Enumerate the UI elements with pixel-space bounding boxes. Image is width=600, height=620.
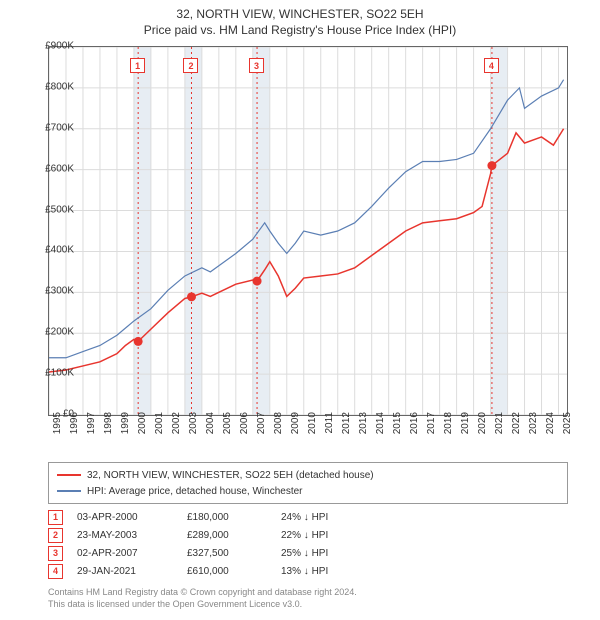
x-tick-label: 2016 — [409, 412, 420, 452]
event-diff: 24% ↓ HPI — [281, 512, 371, 523]
x-tick-label: 2010 — [307, 412, 318, 452]
x-tick-label: 2013 — [358, 412, 369, 452]
x-tick-label: 2005 — [222, 412, 233, 452]
event-row: 2 23-MAY-2003 £289,000 22% ↓ HPI — [48, 526, 568, 544]
y-tick-label: £100K — [30, 368, 74, 379]
x-tick-label: 2012 — [341, 412, 352, 452]
legend-swatch — [57, 490, 81, 492]
event-row: 4 29-JAN-2021 £610,000 13% ↓ HPI — [48, 562, 568, 580]
event-price: £289,000 — [187, 530, 267, 541]
x-tick-label: 2007 — [256, 412, 267, 452]
event-price: £180,000 — [187, 512, 267, 523]
y-tick-label: £600K — [30, 163, 74, 174]
footer-line: Contains HM Land Registry data © Crown c… — [48, 586, 568, 598]
event-row: 3 02-APR-2007 £327,500 25% ↓ HPI — [48, 544, 568, 562]
chart-svg — [49, 47, 567, 415]
y-tick-label: £900K — [30, 41, 74, 52]
event-marker: 4 — [48, 564, 63, 579]
title-address: 32, NORTH VIEW, WINCHESTER, SO22 5EH — [0, 6, 600, 22]
chart-area — [48, 46, 568, 416]
footer: Contains HM Land Registry data © Crown c… — [48, 586, 568, 610]
legend-label: 32, NORTH VIEW, WINCHESTER, SO22 5EH (de… — [87, 470, 374, 481]
x-tick-label: 2000 — [137, 412, 148, 452]
chart-marker-label: 3 — [249, 58, 264, 73]
event-date: 03-APR-2000 — [77, 512, 173, 523]
x-tick-label: 2008 — [273, 412, 284, 452]
x-tick-label: 1995 — [52, 412, 63, 452]
y-tick-label: £300K — [30, 286, 74, 297]
chart-marker-label: 4 — [484, 58, 499, 73]
legend-item: 32, NORTH VIEW, WINCHESTER, SO22 5EH (de… — [57, 467, 559, 483]
chart-marker-label: 2 — [183, 58, 198, 73]
x-tick-label: 2025 — [562, 412, 573, 452]
x-tick-label: 1997 — [86, 412, 97, 452]
x-tick-label: 2022 — [511, 412, 522, 452]
y-tick-label: £400K — [30, 245, 74, 256]
x-tick-label: 2006 — [239, 412, 250, 452]
x-tick-label: 2002 — [171, 412, 182, 452]
x-tick-label: 2009 — [290, 412, 301, 452]
event-price: £610,000 — [187, 566, 267, 577]
x-tick-label: 2004 — [205, 412, 216, 452]
legend-swatch — [57, 474, 81, 476]
events-table: 1 03-APR-2000 £180,000 24% ↓ HPI 2 23-MAY-200… — [48, 508, 568, 580]
x-tick-label: 2021 — [494, 412, 505, 452]
event-diff: 22% ↓ HPI — [281, 530, 371, 541]
event-marker: 2 — [48, 528, 63, 543]
x-tick-label: 2014 — [375, 412, 386, 452]
titles: 32, NORTH VIEW, WINCHESTER, SO22 5EH Pri… — [0, 0, 600, 38]
footer-line: This data is licensed under the Open Gov… — [48, 598, 568, 610]
x-tick-label: 2024 — [545, 412, 556, 452]
page: 32, NORTH VIEW, WINCHESTER, SO22 5EH Pri… — [0, 0, 600, 620]
event-diff: 25% ↓ HPI — [281, 548, 371, 559]
x-tick-label: 2019 — [460, 412, 471, 452]
event-date: 02-APR-2007 — [77, 548, 173, 559]
legend: 32, NORTH VIEW, WINCHESTER, SO22 5EH (de… — [48, 462, 568, 504]
event-marker: 1 — [48, 510, 63, 525]
event-price: £327,500 — [187, 548, 267, 559]
event-marker: 3 — [48, 546, 63, 561]
x-tick-label: 2003 — [188, 412, 199, 452]
x-tick-label: 1996 — [69, 412, 80, 452]
x-tick-label: 2023 — [528, 412, 539, 452]
event-date: 23-MAY-2003 — [77, 530, 173, 541]
legend-label: HPI: Average price, detached house, Winc… — [87, 486, 303, 497]
x-tick-label: 1999 — [120, 412, 131, 452]
event-date: 29-JAN-2021 — [77, 566, 173, 577]
y-tick-label: £800K — [30, 81, 74, 92]
x-tick-label: 2011 — [324, 412, 335, 452]
chart-marker-label: 1 — [130, 58, 145, 73]
y-tick-label: £500K — [30, 204, 74, 215]
x-tick-label: 2020 — [477, 412, 488, 452]
x-tick-label: 2015 — [392, 412, 403, 452]
legend-item: HPI: Average price, detached house, Winc… — [57, 483, 559, 499]
event-diff: 13% ↓ HPI — [281, 566, 371, 577]
y-tick-label: £700K — [30, 122, 74, 133]
x-tick-label: 2001 — [154, 412, 165, 452]
x-tick-label: 2018 — [443, 412, 454, 452]
y-tick-label: £200K — [30, 327, 74, 338]
event-row: 1 03-APR-2000 £180,000 24% ↓ HPI — [48, 508, 568, 526]
x-tick-label: 2017 — [426, 412, 437, 452]
title-subtitle: Price paid vs. HM Land Registry's House … — [0, 22, 600, 38]
x-tick-label: 1998 — [103, 412, 114, 452]
